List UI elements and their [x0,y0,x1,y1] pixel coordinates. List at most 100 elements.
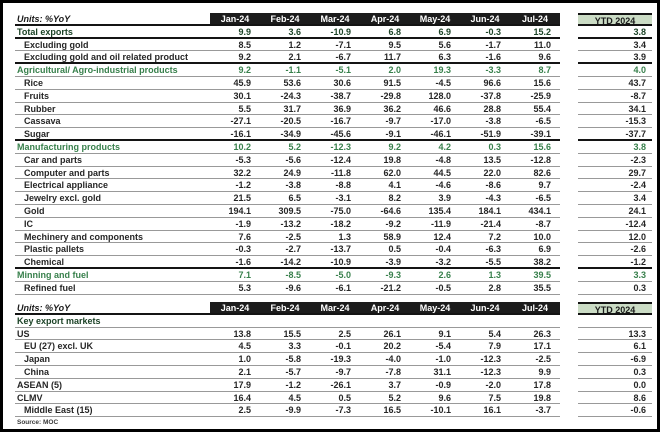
column-gap [560,192,578,205]
row-main: Car and parts -5.3 -5.6 -12.4 19.8 -4.8 13.5 -1… [15,154,560,167]
value-cell: 8.2 [388,193,401,204]
value-cell: -29.8 [380,90,401,101]
column-header-month: Mar-24 [310,302,360,313]
row-label: Total exports [17,26,73,37]
value-cell: 35.5 [533,282,551,293]
column-header-month: Jun-24 [460,13,510,24]
units-label: Units: %YoY [17,303,71,313]
column-header-month: Apr-24 [360,302,410,313]
table-row: EU (27) excl. UK 4.5 3.3 -0.1 20.2 -5.4 7.9 17.… [15,340,652,354]
value-cell: 309.5 [278,205,301,216]
table-row: Agricultural/ Agro-industrial products 9.… [15,64,652,77]
value-cell: 184.1 [478,205,501,216]
value-cell: 3.9 [438,193,451,204]
value-cell: 4.2 [438,141,451,152]
row-main: Rice 45.9 53.6 30.6 91.5 -4.5 96.6 15.6 [15,77,560,90]
row-main: Jewelry excl. gold 21.5 6.5 -3.1 8.2 3.9 -4.3 -… [15,192,560,205]
ytd-cell: 29.7 [578,167,652,180]
value-cell: 1.0 [238,354,251,365]
value-cell: 31.1 [433,366,451,377]
value-cell: -3.1 [335,193,351,204]
row-label: Computer and parts [24,167,110,178]
column-gap [560,269,578,282]
value-cell: -0.5 [435,282,451,293]
ytd-cell: 0.3 [578,282,652,295]
column-header-month: Jul-24 [510,302,560,313]
column-header-month: May-24 [410,302,460,313]
value-cell: 2.1 [288,52,301,63]
row-label: Japan [24,354,51,365]
value-cell: -0.4 [435,244,451,255]
table-row: Gold 194.1 309.5 -75.0 -64.6 135.4 184.1 434.1 2… [15,205,652,218]
row-main: Excluding gold and oil related product 9.… [15,51,560,65]
value-cell: 55.4 [533,103,551,114]
value-cell: -1.2 [235,180,251,191]
value-cell: 15.5 [283,328,301,339]
row-label: Minning and fuel [17,269,89,280]
value-cell: 128.0 [428,90,451,101]
value-cell: 0.5 [338,392,351,403]
value-cell: -17.0 [430,116,451,127]
table-row: Sugar -16.1 -34.9 -45.6 -9.1 -46.1 -51.9 -39.1 -… [15,128,652,141]
value-cell: -9.6 [285,282,301,293]
value-cell: -12.3 [480,366,501,377]
table-row: Excluding gold and oil related product 9.… [15,51,652,65]
value-cell: 5.5 [238,103,251,114]
ytd-cell: -1.2 [578,256,652,269]
value-cell: 62.0 [383,167,401,178]
value-cell: -18.2 [330,218,351,229]
value-cell: -7.8 [385,366,401,377]
value-cell: 38.2 [533,257,551,267]
value-cell [210,315,260,327]
value-cell: -5.4 [435,341,451,352]
table-row: China 2.1 -5.7 -9.7 -7.8 31.1 -12.3 9.9 0.3 [15,366,652,379]
value-cell: -12.3 [480,354,501,365]
value-cell: -19.3 [330,354,351,365]
table-header-row: Units: %YoY Jan-24 Feb-24 Mar-24 Apr-24 May-2… [15,13,652,26]
column-gap [560,103,578,116]
value-cell: -26.1 [330,379,351,390]
table-header-row: Units: %YoY Jan-24 Feb-24 Mar-24 Apr-24 May-2… [15,302,652,315]
value-cell: 194.1 [228,205,251,216]
value-cell: 24.9 [283,167,301,178]
row-label: China [24,366,50,377]
value-cell: -13.2 [280,218,301,229]
value-cell: 58.9 [383,231,401,242]
value-cell: 9.2 [388,141,401,152]
value-cell: 434.1 [528,205,551,216]
table-row: Jewelry excl. gold 21.5 6.5 -3.1 8.2 3.9 -4.3 -… [15,192,652,205]
table-row: Total exports 9.9 3.6 -10.9 6.8 6.9 -0.3 15.2 3.… [15,26,652,39]
value-cell: 2.5 [338,328,351,339]
column-gap [560,26,578,39]
ytd-cell: -15.3 [578,115,652,129]
value-cell: -34.9 [280,129,301,139]
table-row: CLMV 16.4 4.5 0.5 5.2 9.6 7.5 19.8 8.6 [15,392,652,405]
row-main: Gold 194.1 309.5 -75.0 -64.6 135.4 184.1 434.1 [15,205,560,218]
row-main: US 13.8 15.5 2.5 26.1 9.1 5.4 26.3 [15,328,560,341]
ytd-cell: 3.4 [578,192,652,205]
value-cell: 7.1 [238,269,251,280]
table-row: Manufacturing products 10.2 5.2 -12.3 9.2 4.2… [15,141,652,154]
row-label: Rice [24,77,44,88]
row-label: CLMV [17,392,43,403]
table-row: Excluding gold 8.5 1.2 -7.1 9.5 5.6 -1.7 11.0 3.… [15,39,652,52]
value-cell: 7.9 [488,341,501,352]
value-cell: 9.7 [538,180,551,191]
row-label: ASEAN (5) [17,379,63,390]
value-cell: -0.1 [335,341,351,352]
value-cell: 13.8 [233,328,251,339]
table-row: Cassava -27.1 -20.5 -16.7 -9.7 -17.0 -3.8 -6.5 -… [15,115,652,129]
row-main: ASEAN (5) 17.9 -1.2 -26.1 3.7 -0.9 -2.0 17.8 [15,379,560,392]
value-cell: 45.9 [233,77,251,88]
column-gap [560,256,578,269]
value-cell: -4.8 [435,154,451,165]
value-cell: 20.2 [383,341,401,352]
value-cell: -1.1 [285,65,301,76]
value-cell: -64.6 [380,205,401,216]
column-gap [560,231,578,244]
value-cell: 6.9 [438,26,451,37]
value-cell: -5.6 [285,154,301,165]
row-label: Sugar [24,129,50,139]
value-cell: -75.0 [330,205,351,216]
value-cell: -46.1 [430,129,451,139]
